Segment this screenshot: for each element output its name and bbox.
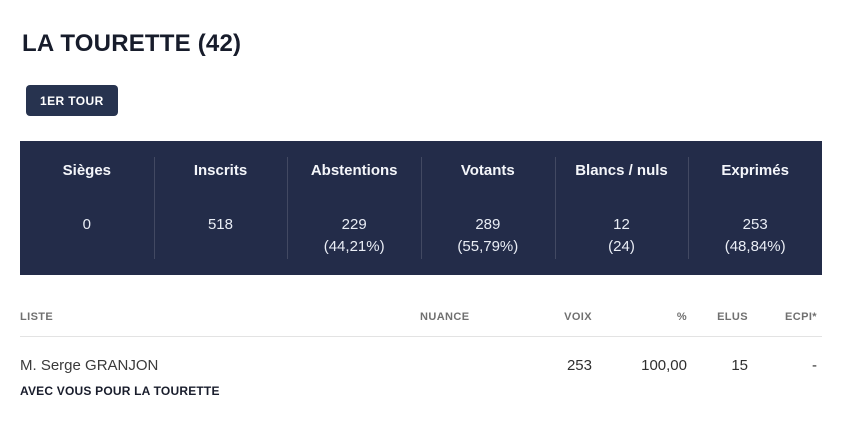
summary-sub-exprimes: (48,84%) (724, 238, 786, 255)
header-pct: % (676, 311, 687, 323)
summary-col-abstentions: Abstentions 229 (44,21%) (287, 157, 421, 259)
summary-value-votants: 289 (475, 216, 501, 233)
summary-col-inscrits: Inscrits 518 (153, 157, 288, 259)
summary-col-sieges: Sièges 0 (20, 161, 154, 259)
summary-sub-abstentions: (44,21%) (323, 238, 385, 255)
ecpi-value: - (812, 357, 817, 374)
header-elus: ELUS (717, 311, 748, 323)
summary-header-abstentions: Abstentions (310, 162, 398, 179)
elus-value: 15 (731, 357, 748, 374)
summary-sub-votants: (55,79%) (457, 238, 519, 255)
summary-header-votants: Votants (460, 162, 515, 179)
summary-value-inscrits: 518 (207, 216, 233, 233)
summary-header-inscrits: Inscrits (193, 162, 248, 179)
summary-table: Sièges 0 Inscrits 518 Abstentions 229 (4… (20, 141, 822, 275)
summary-col-blancs-nuls: Blancs / nuls 12 (24) (554, 157, 689, 259)
voix-value: 253 (566, 357, 592, 374)
table-row: M. Serge GRANJON AVEC VOUS POUR LA TOURE… (20, 337, 822, 398)
summary-col-votants: Votants 289 (55,79%) (421, 157, 555, 259)
summary-value-blancs-nuls: 12 (613, 216, 630, 233)
round-tab-1er-tour[interactable]: 1ER TOUR (26, 85, 118, 116)
summary-sub-blancs-nuls: (24) (608, 238, 635, 255)
pct-value: 100,00 (641, 357, 687, 374)
header-voix: VOIX (564, 311, 592, 323)
summary-col-exprimes: Exprimés 253 (48,84%) (688, 157, 822, 259)
candidate-cell: M. Serge GRANJON AVEC VOUS POUR LA TOURE… (20, 356, 420, 398)
candidate-list-name: AVEC VOUS POUR LA TOURETTE (20, 384, 220, 398)
summary-value-sieges: 0 (82, 216, 91, 233)
summary-header-sieges: Sièges (62, 162, 112, 179)
summary-header-exprimes: Exprimés (721, 162, 789, 179)
candidate-name: M. Serge GRANJON (20, 357, 159, 374)
summary-value-exprimes: 253 (742, 216, 768, 233)
summary-value-abstentions: 229 (341, 216, 367, 233)
page-title: LA TOURETTE (42) (22, 30, 242, 57)
results-table-header: LISTE NUANCE VOIX % ELUS ECPI* (20, 311, 822, 337)
results-table: LISTE NUANCE VOIX % ELUS ECPI* M. Serge … (20, 311, 822, 398)
header-ecpi: ECPI* (785, 311, 817, 323)
header-liste: LISTE (20, 311, 54, 323)
election-results-page: LA TOURETTE (42) 1ER TOUR Sièges 0 Inscr… (0, 30, 841, 437)
summary-header-blancs-nuls: Blancs / nuls (575, 162, 668, 179)
header-nuance: NUANCE (420, 311, 470, 323)
nuance-value (420, 356, 528, 398)
